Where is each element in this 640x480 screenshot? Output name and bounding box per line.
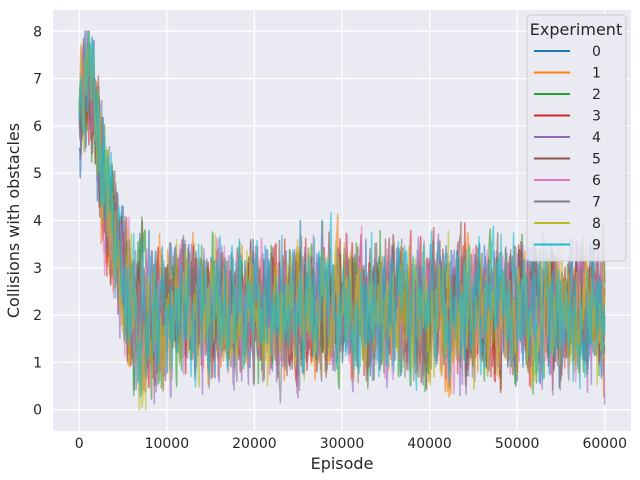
legend-label-9: 9 (592, 238, 601, 254)
tick-labels: 0 10000 20000 30000 40000 50000 60000 0 1 2 3 4 5 6 7 8 (33, 24, 627, 452)
x-tick-label: 20000 (232, 436, 277, 452)
legend-label-6: 6 (592, 173, 601, 189)
legend-label-0: 0 (592, 44, 601, 60)
x-tick-label: 60000 (582, 436, 627, 452)
legend-label-5: 5 (592, 152, 601, 168)
x-tick-label: 30000 (320, 436, 365, 452)
legend-title: Experiment (530, 20, 622, 39)
legend-label-2: 2 (592, 87, 601, 103)
legend-label-3: 3 (592, 109, 601, 125)
legend-label-4: 4 (592, 130, 601, 146)
y-tick-label: 1 (33, 355, 42, 371)
legend-label-8: 8 (592, 216, 601, 232)
x-tick-label: 50000 (495, 436, 540, 452)
legend-label-1: 1 (592, 66, 601, 82)
legend-items: 0 1 2 3 4 5 6 7 8 9 (534, 44, 601, 254)
y-tick-label: 0 (33, 403, 42, 419)
y-tick-label: 8 (33, 24, 42, 40)
legend: Experiment 0 1 2 3 4 5 6 7 8 9 (526, 14, 627, 262)
y-axis-label: Collisions with obstacles (4, 123, 23, 318)
legend-box (526, 14, 627, 262)
legend-label-7: 7 (592, 195, 601, 211)
y-tick-label: 5 (33, 166, 42, 182)
x-axis-label: Episode (311, 454, 374, 473)
x-tick-label: 10000 (145, 436, 190, 452)
series-line-9 (78, 30, 606, 398)
y-tick-label: 6 (33, 119, 42, 135)
y-tick-label: 2 (33, 308, 42, 324)
y-tick-label: 7 (33, 72, 42, 88)
x-tick-label: 0 (75, 436, 84, 452)
y-tick-label: 3 (33, 261, 42, 277)
x-tick-label: 40000 (407, 436, 452, 452)
y-tick-label: 4 (33, 214, 42, 230)
series-layer (78, 30, 606, 411)
